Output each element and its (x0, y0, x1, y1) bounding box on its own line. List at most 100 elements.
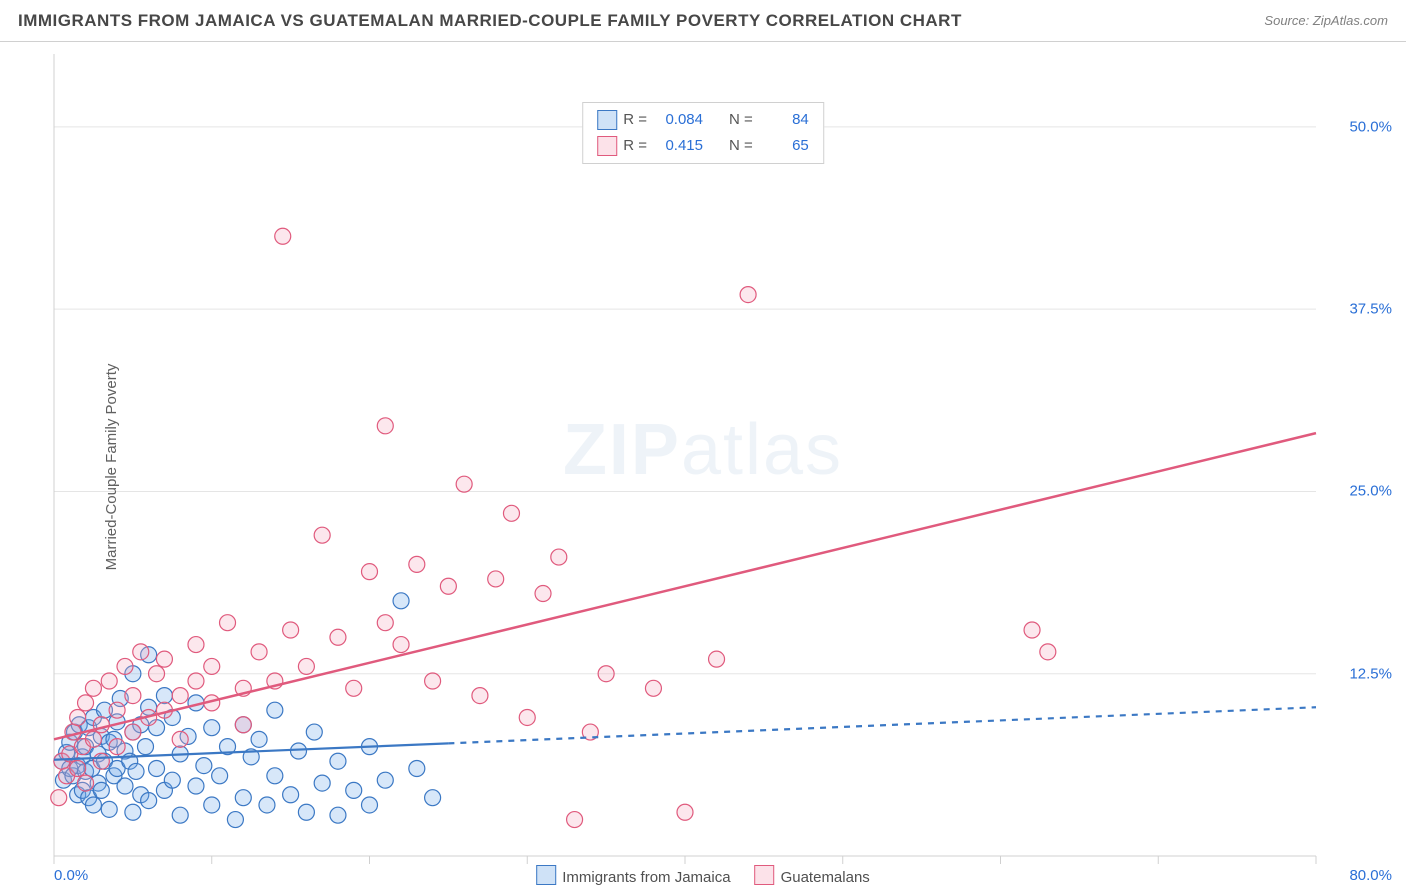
chart-title: IMMIGRANTS FROM JAMAICA VS GUATEMALAN MA… (18, 11, 962, 31)
plot-area: Married-Couple Family Poverty ZIPatlas R… (0, 42, 1406, 892)
data-point (251, 731, 267, 747)
data-point (567, 812, 583, 828)
data-point (488, 571, 504, 587)
data-point (51, 790, 67, 806)
data-point (503, 505, 519, 521)
data-point (362, 797, 378, 813)
data-point (740, 287, 756, 303)
data-point (85, 797, 101, 813)
data-point (172, 688, 188, 704)
n-label: N = (729, 107, 753, 133)
data-point (149, 666, 165, 682)
data-point (204, 797, 220, 813)
legend-row: R =0.084N =84 (597, 107, 809, 133)
y-tick-label: 50.0% (1349, 118, 1392, 135)
data-point (275, 228, 291, 244)
data-point (267, 702, 283, 718)
source-label: Source: (1264, 13, 1309, 28)
source-name: ZipAtlas.com (1313, 13, 1388, 28)
data-point (377, 615, 393, 631)
scatter-chart (0, 42, 1406, 892)
data-point (519, 709, 535, 725)
data-point (220, 615, 236, 631)
data-point (172, 731, 188, 747)
x-tick-max: 80.0% (1349, 867, 1392, 884)
data-point (677, 804, 693, 820)
legend-swatch (536, 865, 556, 885)
data-point (117, 658, 133, 674)
data-point (227, 812, 243, 828)
data-point (330, 807, 346, 823)
data-point (141, 793, 157, 809)
n-value: 84 (759, 107, 809, 133)
data-point (1024, 622, 1040, 638)
data-point (409, 761, 425, 777)
data-point (377, 418, 393, 434)
y-tick-label: 37.5% (1349, 301, 1392, 318)
data-point (149, 761, 165, 777)
data-point (204, 658, 220, 674)
data-point (117, 778, 133, 794)
data-point (283, 622, 299, 638)
data-point (212, 768, 228, 784)
data-point (425, 673, 441, 689)
legend-swatch (597, 136, 617, 156)
source: Source: ZipAtlas.com (1264, 13, 1388, 28)
y-tick-label: 25.0% (1349, 483, 1392, 500)
data-point (409, 556, 425, 572)
data-point (78, 695, 94, 711)
data-point (425, 790, 441, 806)
data-point (133, 644, 149, 660)
legend-swatch (597, 110, 617, 130)
legend-label: Immigrants from Jamaica (562, 869, 730, 886)
trend-line-dashed (448, 707, 1316, 743)
data-point (1040, 644, 1056, 660)
data-point (551, 549, 567, 565)
data-point (346, 680, 362, 696)
legend-correlation: R =0.084N =84R =0.415N =65 (582, 102, 824, 164)
data-point (70, 761, 86, 777)
header-bar: IMMIGRANTS FROM JAMAICA VS GUATEMALAN MA… (0, 0, 1406, 42)
trend-line (54, 433, 1316, 739)
data-point (314, 775, 330, 791)
data-point (101, 801, 117, 817)
data-point (125, 688, 141, 704)
x-tick-min: 0.0% (54, 867, 88, 884)
data-point (306, 724, 322, 740)
data-point (283, 787, 299, 803)
legend-item: Guatemalans (755, 865, 870, 886)
n-value: 65 (759, 133, 809, 159)
data-point (235, 717, 251, 733)
data-point (598, 666, 614, 682)
data-point (440, 578, 456, 594)
data-point (204, 720, 220, 736)
data-point (70, 709, 86, 725)
data-point (78, 775, 94, 791)
data-point (456, 476, 472, 492)
data-point (109, 702, 125, 718)
data-point (362, 564, 378, 580)
legend-row: R =0.415N =65 (597, 133, 809, 159)
data-point (125, 724, 141, 740)
data-point (235, 790, 251, 806)
data-point (330, 753, 346, 769)
data-point (188, 673, 204, 689)
data-point (535, 586, 551, 602)
data-point (85, 680, 101, 696)
legend-item: Immigrants from Jamaica (536, 865, 730, 886)
data-point (291, 743, 307, 759)
data-point (164, 772, 180, 788)
data-point (314, 527, 330, 543)
data-point (125, 804, 141, 820)
data-point (101, 673, 117, 689)
data-point (298, 804, 314, 820)
data-point (267, 768, 283, 784)
data-point (172, 807, 188, 823)
data-point (330, 629, 346, 645)
data-point (645, 680, 661, 696)
data-point (128, 763, 144, 779)
data-point (188, 778, 204, 794)
data-point (156, 651, 172, 667)
data-point (188, 637, 204, 653)
data-point (393, 593, 409, 609)
